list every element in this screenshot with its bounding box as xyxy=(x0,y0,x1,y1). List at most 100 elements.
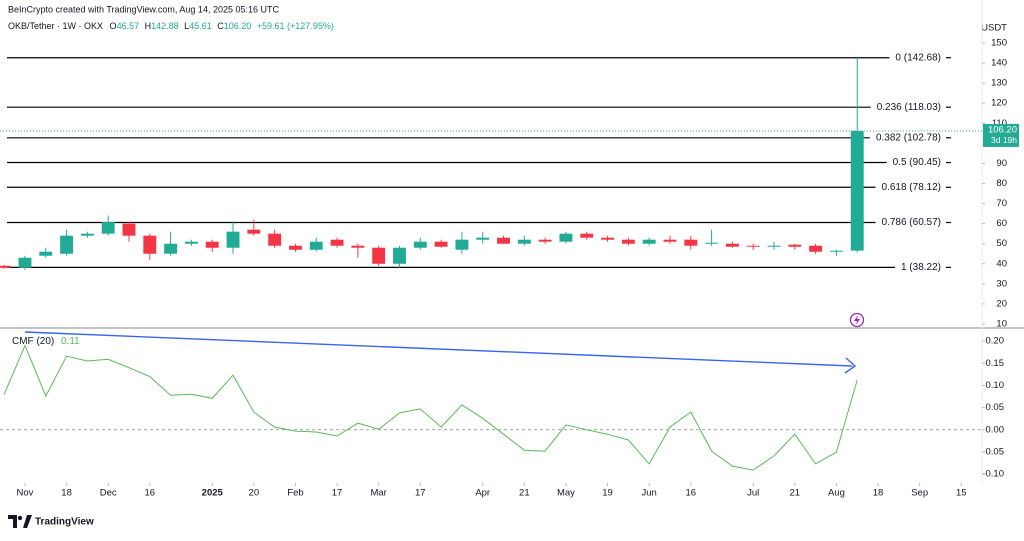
y-tick-label: 130 xyxy=(991,78,1007,89)
fib-label: 0.5 (90.45) xyxy=(893,157,941,168)
candle-body xyxy=(746,245,760,247)
y-tick-label: 110 xyxy=(992,118,1007,129)
candle-body xyxy=(393,247,406,264)
x-tick-label: 17 xyxy=(415,488,426,499)
logo-icon xyxy=(17,515,23,521)
y-tick-label: 20 xyxy=(996,298,1007,309)
indicator-value: 0.11 xyxy=(61,336,80,347)
candle-body xyxy=(164,243,178,254)
x-tick-label: Aug xyxy=(828,488,845,499)
y-tick-label: 30 xyxy=(996,278,1007,289)
candle-body xyxy=(725,243,739,247)
candle-body xyxy=(0,265,11,268)
candle-body xyxy=(538,239,552,242)
ohlc-value: 106.20 xyxy=(224,21,252,31)
fib-label: 0 (142.68) xyxy=(895,52,941,63)
candle-body xyxy=(476,237,490,240)
y-tick-label: 120 xyxy=(991,98,1007,109)
last-price-label: 106.20 xyxy=(988,124,1017,135)
y-tick-label: 50 xyxy=(996,238,1007,249)
currency: USDT xyxy=(981,23,1007,34)
y-tick-label: 70 xyxy=(996,198,1007,209)
divergence-line xyxy=(24,331,853,367)
candle-body xyxy=(205,241,219,248)
candle-body xyxy=(455,239,469,250)
candle-body xyxy=(829,250,843,252)
y-tick-label: 0.00 xyxy=(986,424,1005,435)
candle-body xyxy=(601,237,615,240)
y-tick-label: 140 xyxy=(991,58,1007,69)
event-icon-bolt xyxy=(854,315,860,325)
logo: TradingView xyxy=(8,515,94,528)
fib-label: 1 (38.22) xyxy=(901,262,941,273)
indicator-title: CMF (20) 0.11 xyxy=(12,336,80,347)
countdown: 3d 19h xyxy=(991,135,1017,145)
x-tick-label: 21 xyxy=(790,488,801,499)
credit: BeInCrypto created with TradingView.com,… xyxy=(8,4,279,14)
x-tick-label: Feb xyxy=(287,488,303,499)
x-tick-label: 16 xyxy=(685,488,696,499)
x-tick-label: 17 xyxy=(332,488,343,499)
ohlc-key: L xyxy=(184,21,189,31)
y-tick-label: 10 xyxy=(996,319,1007,330)
y-tick-label: 0.20 xyxy=(986,336,1005,347)
fib-label: 0.618 (78.12) xyxy=(882,182,942,193)
logo-icon xyxy=(23,515,32,528)
x-tick-label: 18 xyxy=(61,488,72,499)
candle-body xyxy=(330,239,344,246)
y-tick-label: 90 xyxy=(996,158,1007,169)
x-tick-label: Jun xyxy=(642,488,657,499)
last-price-badge xyxy=(983,123,1019,147)
y-tick-label: 40 xyxy=(996,258,1007,269)
ohlc-key: C xyxy=(217,21,224,31)
x-tick-label: Apr xyxy=(475,488,490,499)
price-pane: 10 20 30 40 50 60 70 80 90 110 120 130 140 150 0 (142.… xyxy=(0,38,1019,330)
y-tick-label: 0.05 xyxy=(986,402,1005,413)
x-tick-label: Jul xyxy=(747,488,759,499)
x-tick-label: 16 xyxy=(145,488,156,499)
candle-body xyxy=(309,241,323,250)
x-tick-label: 18 xyxy=(873,488,884,499)
candle-body xyxy=(413,241,427,248)
fib-label: 0.786 (60.57) xyxy=(882,217,942,228)
indicator-name: CMF (20) xyxy=(12,336,54,347)
candle-body xyxy=(497,237,510,244)
symbol-legend: OKB/Tether · 1W · OKX O46.57 H142.88 L45… xyxy=(8,21,334,31)
x-tick-label: Dec xyxy=(100,488,117,499)
candle-body xyxy=(580,233,594,238)
y-tick-label: 0.10 xyxy=(986,380,1005,391)
fib-label: 0.382 (102.78) xyxy=(876,132,941,143)
candle-body xyxy=(226,231,240,248)
y-tick-label: 0.15 xyxy=(986,358,1005,369)
y-tick-label: 80 xyxy=(996,178,1007,189)
x-tick-label: May xyxy=(557,488,575,499)
candle-body xyxy=(143,235,157,254)
candle-body xyxy=(684,239,698,246)
candle-body xyxy=(372,247,386,264)
x-tick-label: 21 xyxy=(519,488,530,499)
x-tick-label: Sep xyxy=(911,488,928,499)
candle-body xyxy=(767,245,781,247)
candle-body xyxy=(663,239,677,242)
ohlc-value: 142.88 xyxy=(151,21,179,31)
candle-body xyxy=(621,239,635,244)
candle-body xyxy=(247,229,261,234)
candle-body xyxy=(850,130,864,251)
symbol: OKB/Tether · 1W · OKX xyxy=(8,21,103,31)
candle-body xyxy=(60,235,74,254)
divergence-arrowhead xyxy=(844,357,857,374)
candle-body xyxy=(80,233,94,236)
candle-body xyxy=(559,233,573,242)
cmf-pane: 0.20 0.15 0.10 0.05 0.00 -0.05 -0.10 Nov 18 Dec 16… xyxy=(0,336,1004,499)
candle-body xyxy=(788,244,802,247)
candle-body xyxy=(268,233,282,246)
x-tick-label: Mar xyxy=(370,488,386,499)
ohlc-value: 45.61 xyxy=(189,21,212,31)
change: +59.61 (+127.95%) xyxy=(257,21,334,31)
x-tick-label: 20 xyxy=(249,488,260,499)
ohlc-key: H xyxy=(145,21,152,31)
candle-body xyxy=(122,223,136,236)
ohlc-key: O xyxy=(110,21,117,31)
candle-body xyxy=(101,222,115,234)
candle-body xyxy=(705,242,719,244)
